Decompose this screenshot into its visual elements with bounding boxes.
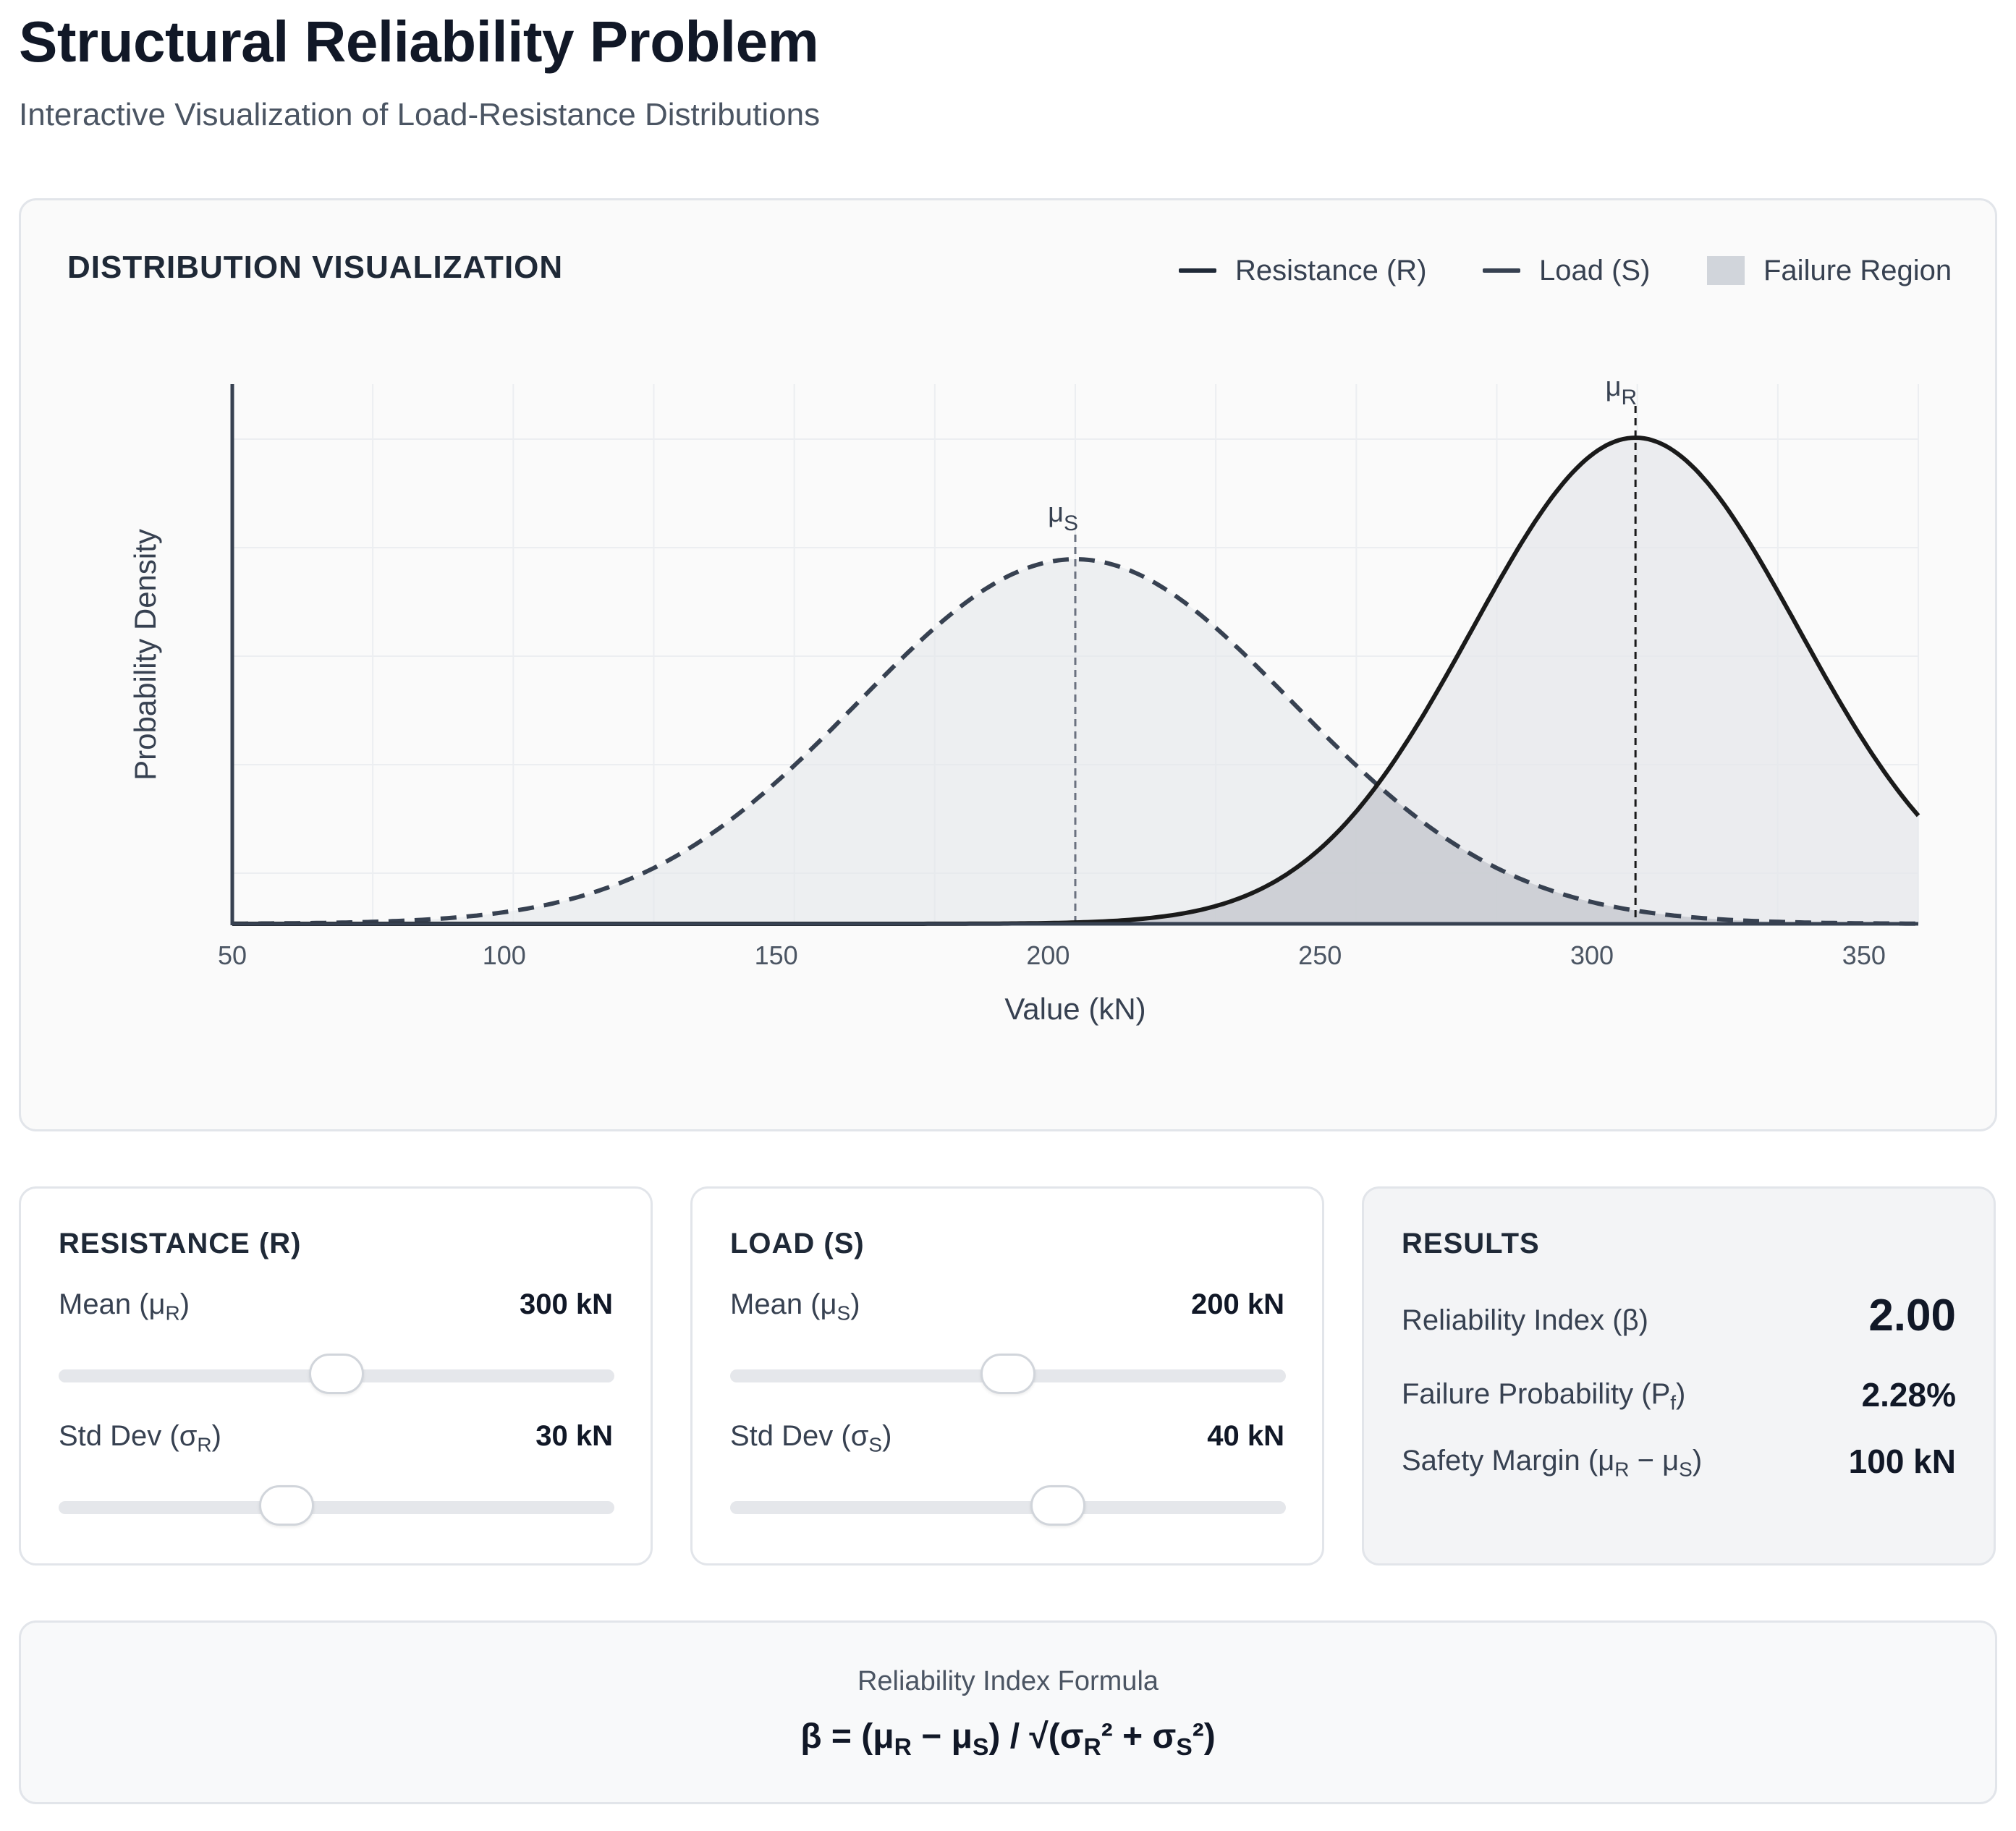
legend-resistance-label: Resistance (R) <box>1235 254 1427 286</box>
legend-load-label: Load (S) <box>1539 254 1651 286</box>
legend-failure-label: Failure Region <box>1763 254 1952 286</box>
x-tick-label: 50 <box>218 940 247 970</box>
formula-expression: β = (μR − μS) / √(σR² + σS²) <box>800 1717 1216 1762</box>
legend-failure-swatch <box>1707 256 1745 285</box>
load-std-slider[interactable] <box>730 1485 1286 1526</box>
load-mean-slider-thumb[interactable] <box>981 1354 1035 1394</box>
load-panel: LOAD (S) Mean (μS) 200 kN Std Dev (σS) 4… <box>690 1186 1324 1566</box>
load-mean-label: μS <box>1048 498 1078 535</box>
x-tick-label: 300 <box>1570 940 1614 970</box>
load-mean-slider[interactable] <box>730 1354 1286 1394</box>
load-std-slider-thumb[interactable] <box>1030 1485 1086 1526</box>
resistance-area <box>232 438 1918 924</box>
x-tick-label: 200 <box>1026 940 1070 970</box>
results-title: RESULTS <box>1402 1228 1540 1259</box>
distribution-chart: μR μS 50 100 150 200 250 300 350 Value (kN) Probab… <box>128 372 1920 1026</box>
resistance-std-value: 30 kN <box>535 1420 613 1452</box>
page-subtitle: Interactive Visualization of Load-Resist… <box>19 97 821 132</box>
beta-label: Reliability Index (β) <box>1402 1304 1648 1336</box>
resistance-mean-value: 300 kN <box>520 1288 613 1320</box>
resistance-std-slider-thumb[interactable] <box>258 1485 314 1526</box>
load-mean-label: Mean (μS) <box>730 1288 860 1325</box>
x-axis-label: Value (kN) <box>1004 992 1145 1026</box>
y-axis-label: Probability Density <box>128 529 162 781</box>
beta-value: 2.00 <box>1868 1291 1956 1341</box>
load-title: LOAD (S) <box>730 1228 865 1259</box>
legend-resistance-swatch <box>1179 268 1216 273</box>
failure-probability-value: 2.28% <box>1861 1376 1956 1414</box>
load-std-value: 40 kN <box>1207 1420 1284 1452</box>
chart-card: DISTRIBUTION VISUALIZATION Resistance (R… <box>19 198 1997 1131</box>
x-tick-label: 150 <box>755 940 798 970</box>
legend-load: Load (S) <box>1483 252 1650 289</box>
x-tick-label: 250 <box>1298 940 1342 970</box>
formula-title: Reliability Index Formula <box>857 1666 1159 1696</box>
load-area <box>232 559 1918 924</box>
safety-margin-label: Safety Margin (μR − μS) <box>1402 1445 1703 1481</box>
resistance-panel: RESISTANCE (R) Mean (μR) 300 kN Std Dev … <box>19 1186 653 1566</box>
safety-margin-value: 100 kN <box>1848 1443 1956 1480</box>
resistance-std-slider[interactable] <box>59 1485 614 1526</box>
failure-region <box>232 786 1918 924</box>
load-mean-value: 200 kN <box>1191 1288 1284 1320</box>
resistance-mean-label: μR <box>1606 372 1638 409</box>
legend-resistance: Resistance (R) <box>1179 252 1427 289</box>
chart-heading: DISTRIBUTION VISUALIZATION <box>67 250 564 285</box>
x-tick-label: 350 <box>1842 940 1886 970</box>
page-title: Structural Reliability Problem <box>19 9 819 74</box>
resistance-std-label: Std Dev (σR) <box>59 1420 221 1456</box>
results-panel: RESULTS Reliability Index (β) 2.00 Failu… <box>1362 1186 1996 1566</box>
load-std-label: Std Dev (σS) <box>730 1420 892 1456</box>
legend-failure: Failure Region <box>1707 252 1952 289</box>
formula-card: Reliability Index Formula β = (μR − μS) … <box>19 1620 1997 1804</box>
resistance-mean-label: Mean (μR) <box>59 1288 190 1325</box>
resistance-mean-slider[interactable] <box>59 1354 614 1394</box>
resistance-mean-slider-thumb[interactable] <box>309 1354 364 1394</box>
legend-load-swatch <box>1483 268 1520 273</box>
failure-probability-label: Failure Probability (Pf) <box>1402 1378 1686 1414</box>
x-tick-label: 100 <box>483 940 526 970</box>
resistance-title: RESISTANCE (R) <box>59 1228 302 1259</box>
